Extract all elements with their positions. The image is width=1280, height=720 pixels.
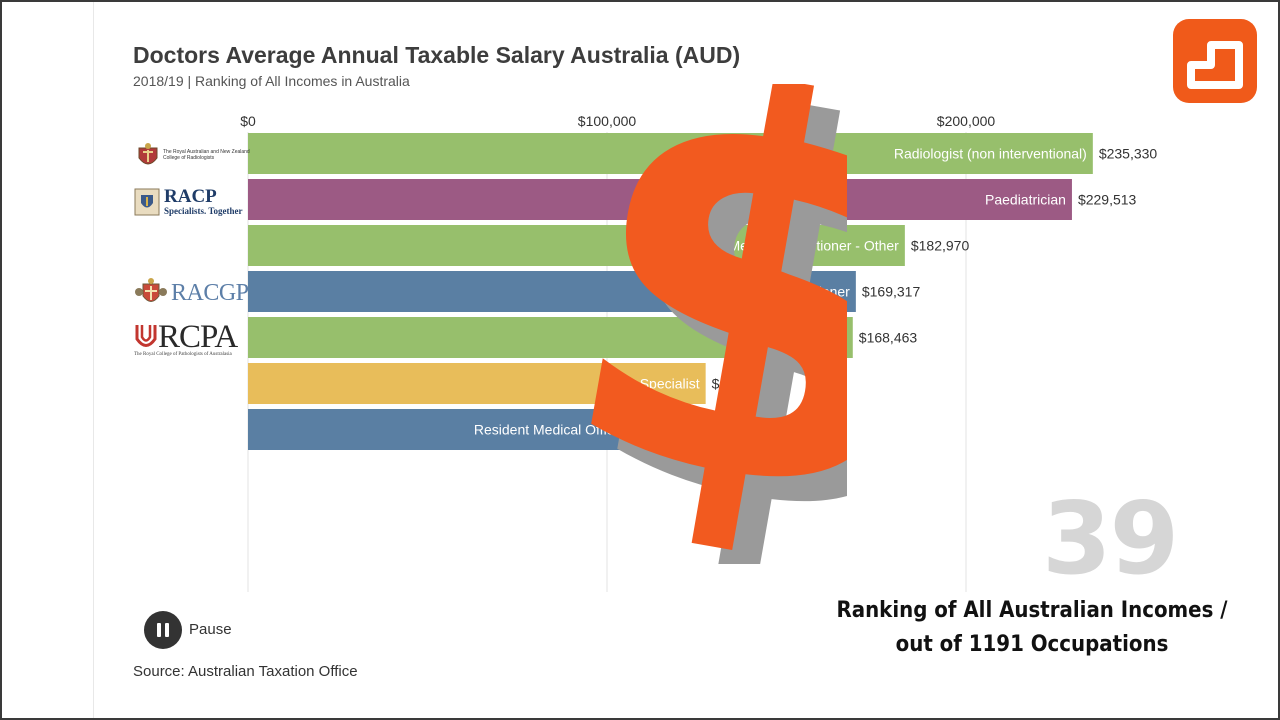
- frame-divider: [93, 2, 94, 718]
- svg-text:$: $: [547, 84, 847, 564]
- pause-icon-bar: [165, 623, 169, 637]
- rcpa-mark-icon: [135, 325, 157, 347]
- rank-caption: Ranking of All Australian Incomes / out …: [822, 594, 1242, 662]
- chart-title: Doctors Average Annual Taxable Salary Au…: [133, 42, 741, 68]
- rcpa-name: RCPA: [158, 319, 238, 355]
- brand-logo[interactable]: [1173, 19, 1257, 103]
- value-label: $182,970: [911, 238, 970, 254]
- dollar-sign-icon: $ $: [547, 84, 847, 564]
- rank-caption-line1: Ranking of All Australian Incomes /: [836, 598, 1228, 623]
- rcpa-tagline: The Royal College of Pathologists of Aus…: [134, 352, 232, 357]
- bar-label: Other Specialist: [601, 376, 700, 392]
- value-label: $235,330: [1099, 146, 1158, 162]
- value-label: $229,513: [1078, 192, 1137, 208]
- value-label: $127,480: [712, 376, 771, 392]
- source-note: Source: Australian Taxation Office: [133, 663, 358, 680]
- racp-logo: RACP Specialists. Together: [133, 186, 261, 218]
- x-tick-label: $100,000: [578, 113, 637, 129]
- racgp-logo: RACGP: [133, 276, 261, 310]
- bar: [248, 317, 853, 358]
- racgp-name: RACGP: [171, 280, 249, 306]
- bar: [248, 225, 905, 266]
- bar-label: Pathologist: [778, 330, 847, 346]
- bar-label: Medical Practitioner - Other: [728, 238, 899, 254]
- crest-icon: [134, 188, 160, 216]
- rank-caption-line2: out of 1191 Occupations: [895, 632, 1169, 657]
- crest-icon: [138, 143, 158, 165]
- crest-icon: [135, 278, 167, 302]
- x-tick-label: $0: [240, 113, 256, 129]
- pause-button[interactable]: [144, 611, 182, 649]
- bar-label: Paediatrician: [985, 192, 1066, 208]
- ranzcr-logo: The Royal Australian and New Zealand Col…: [133, 142, 259, 172]
- bar: [248, 133, 1093, 174]
- stairs-logo-icon: [1187, 41, 1243, 89]
- value-label: $168,463: [859, 330, 918, 346]
- value-label: $169,317: [862, 284, 921, 300]
- chart-subtitle: 2018/19 | Ranking of All Incomes in Aust…: [133, 73, 410, 89]
- bar: [248, 271, 856, 312]
- bar-label: Resident Medical Officer: [474, 422, 627, 438]
- racp-tagline: Specialists. Together: [164, 206, 243, 216]
- pause-icon: [157, 623, 161, 637]
- ranzcr-text: The Royal Australian and New Zealand Col…: [163, 149, 250, 161]
- pause-label[interactable]: Pause: [189, 621, 232, 638]
- rcpa-logo: RCPA The Royal College of Pathologists o…: [133, 319, 261, 362]
- racp-name: RACP: [164, 186, 217, 207]
- bar: [248, 179, 1072, 220]
- bar: [248, 409, 633, 450]
- bar: [248, 363, 706, 404]
- x-tick-label: $200,000: [937, 113, 996, 129]
- bar-label: Radiologist (non interventional): [894, 146, 1087, 162]
- bar-label: General Practitioner: [725, 284, 850, 300]
- rank-number: 39: [1042, 480, 1179, 597]
